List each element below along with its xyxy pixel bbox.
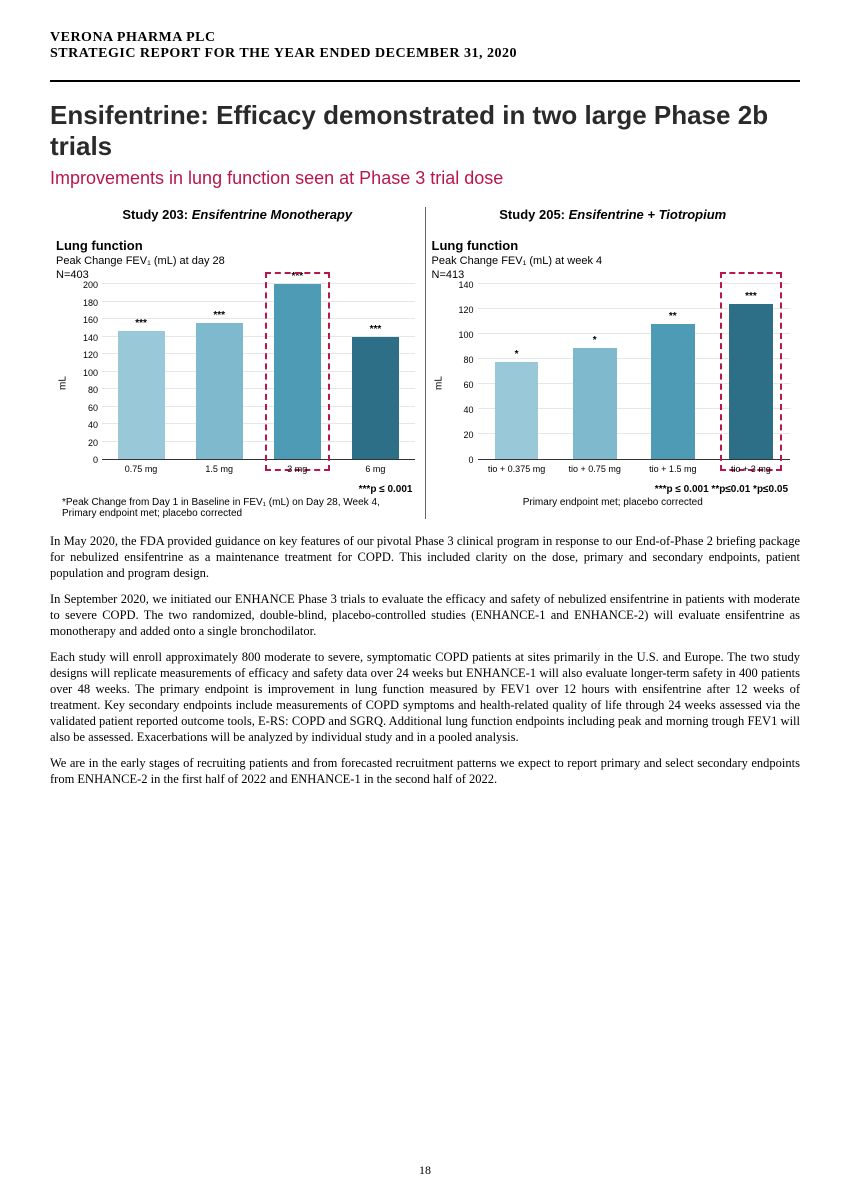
study-205-xlabel: tio + 3 mg	[731, 464, 771, 474]
study-205-yaxis-label: mL	[433, 376, 444, 390]
header-rule	[50, 80, 800, 82]
study-205-xlabel: tio + 0.75 mg	[569, 464, 621, 474]
study-203-bar	[352, 337, 399, 460]
study-205-ytick: 0	[468, 455, 473, 465]
study-205-ytick: 100	[458, 330, 473, 340]
study-205-significance-marker: **	[669, 311, 677, 322]
study-203-ytick: 100	[83, 368, 98, 378]
study-205-name: Ensifentrine + Tiotropium	[569, 207, 727, 222]
study-203-ytick: 160	[83, 315, 98, 325]
study-203-xlabel: 3 mg	[287, 464, 307, 474]
study-203-ytick: 180	[83, 298, 98, 308]
study-203-ytick: 80	[88, 385, 98, 395]
study-205-significance-marker: *	[515, 349, 519, 360]
study-205-ytick: 80	[463, 355, 473, 365]
study-203-peak-change: Peak Change FEV₁ (mL) at day 28	[56, 255, 419, 267]
study-203-gridline	[102, 283, 415, 284]
study-205-chart: mL 020406080100120140 ******* tio + 0.37…	[450, 285, 795, 480]
report-title: STRATEGIC REPORT FOR THE YEAR ENDED DECE…	[50, 46, 800, 62]
study-205-xlabel: tio + 0.375 mg	[488, 464, 545, 474]
study-205-ytick: 60	[463, 380, 473, 390]
study-205-ytick: 140	[458, 280, 473, 290]
study-205-highlight-box	[720, 272, 783, 471]
study-203-ytick: 40	[88, 420, 98, 430]
company-name: VERONA PHARMA PLC	[50, 30, 800, 46]
study-203-gridline	[102, 301, 415, 302]
page-number: 18	[0, 1163, 850, 1178]
study-205-significance-marker: *	[593, 335, 597, 346]
study-203-ytick: 140	[83, 333, 98, 343]
study-203-n: N=403	[56, 269, 419, 281]
body-paragraph-4: We are in the early stages of recruiting…	[50, 755, 800, 787]
study-203-label: Study 203:	[122, 207, 188, 222]
study-203-xlabel: 6 mg	[365, 464, 385, 474]
study-203-ytick: 0	[93, 455, 98, 465]
study-203-significance-marker: ***	[213, 310, 225, 321]
study-203-xlabel: 0.75 mg	[125, 464, 158, 474]
study-205-bar	[495, 362, 539, 460]
study-205-ytick: 40	[463, 405, 473, 415]
study-203-pvalue: ***p ≤ 0.001	[56, 484, 419, 495]
study-203-chart: mL 020406080100120140160180200 *********…	[74, 285, 419, 480]
body-paragraph-2: In September 2020, we initiated our ENHA…	[50, 591, 800, 639]
chart-panel-study-205: Study 205: Ensifentrine + Tiotropium Lun…	[426, 207, 801, 519]
study-205-ytick: 120	[458, 305, 473, 315]
study-203-yaxis-label: mL	[57, 376, 68, 390]
study-205-peak-change: Peak Change FEV₁ (mL) at week 4	[432, 255, 795, 267]
study-203-name: Ensifentrine Monotherapy	[192, 207, 352, 222]
page-subtitle: Improvements in lung function seen at Ph…	[50, 168, 800, 189]
study-203-ytick: 200	[83, 280, 98, 290]
study-203-significance-marker: ***	[135, 318, 147, 329]
chart-panel-study-203: Study 203: Ensifentrine Monotherapy Lung…	[50, 207, 426, 519]
study-203-significance-marker: ***	[370, 324, 382, 335]
study-203-footnote: *Peak Change from Day 1 in Baseline in F…	[56, 497, 419, 519]
study-205-xlabel: tio + 1.5 mg	[649, 464, 696, 474]
study-203-xlabel: 1.5 mg	[205, 464, 233, 474]
study-203-highlight-box	[265, 272, 331, 471]
body-paragraph-1: In May 2020, the FDA provided guidance o…	[50, 533, 800, 581]
study-203-bar	[118, 331, 165, 459]
body-paragraph-3: Each study will enroll approximately 800…	[50, 649, 800, 745]
study-203-ytick: 60	[88, 403, 98, 413]
study-205-bar	[573, 348, 617, 459]
study-203-lung-function: Lung function	[56, 238, 419, 253]
study-203-ytick: 20	[88, 438, 98, 448]
study-205-lung-function: Lung function	[432, 238, 795, 253]
study-205-ytick: 20	[463, 430, 473, 440]
study-205-footnote: Primary endpoint met; placebo corrected	[432, 497, 795, 508]
study-203-title: Study 203: Ensifentrine Monotherapy	[56, 207, 419, 222]
study-205-label: Study 205:	[499, 207, 565, 222]
study-203-ytick: 120	[83, 350, 98, 360]
page-title: Ensifentrine: Efficacy demonstrated in t…	[50, 100, 800, 162]
charts-container: Study 203: Ensifentrine Monotherapy Lung…	[50, 207, 800, 519]
study-203-bar	[196, 323, 243, 460]
study-205-bar	[651, 324, 695, 459]
study-205-title: Study 205: Ensifentrine + Tiotropium	[432, 207, 795, 222]
study-203-gridline	[102, 318, 415, 319]
study-205-pvalue: ***p ≤ 0.001 **p≤0.01 *p≤0.05	[432, 484, 795, 495]
